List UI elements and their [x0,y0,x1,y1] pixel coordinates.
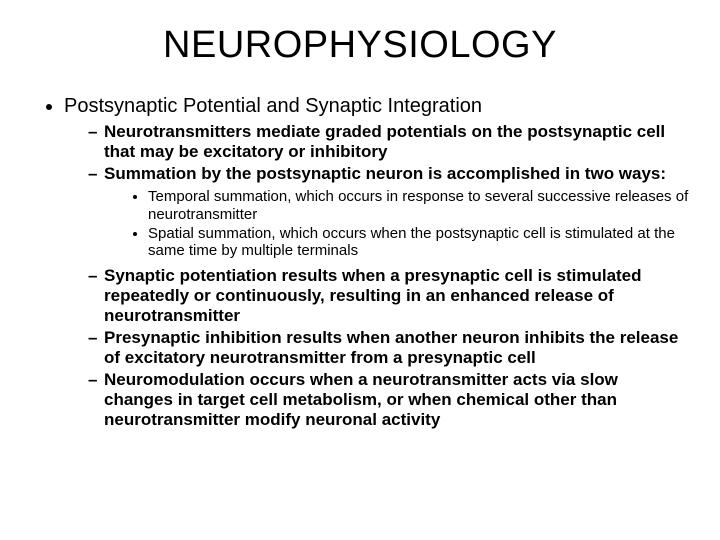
list-item-text: Spatial summation, which occurs when the… [148,225,675,260]
list-item: Neuromodulation occurs when a neurotrans… [88,370,690,430]
slide: NEUROPHYSIOLOGY Postsynaptic Potential a… [0,0,720,540]
list-item: Presynaptic inhibition results when anot… [88,328,690,368]
bullet-list-level1: Postsynaptic Potential and Synaptic Inte… [30,95,690,430]
bullet-list-level3: Temporal summation, which occurs in resp… [104,188,690,260]
list-item-text: Synaptic potentiation results when a pre… [104,266,642,325]
bullet-list-level2: Neurotransmitters mediate graded potenti… [64,122,690,430]
list-item-text: Neurotransmitters mediate graded potenti… [104,122,665,161]
list-item: Synaptic potentiation results when a pre… [88,266,690,326]
list-item: Temporal summation, which occurs in resp… [148,188,690,223]
list-item-text: Presynaptic inhibition results when anot… [104,328,678,367]
list-item-text: Postsynaptic Potential and Synaptic Inte… [64,95,482,117]
list-item: Neurotransmitters mediate graded potenti… [88,122,690,162]
list-item: Summation by the postsynaptic neuron is … [88,164,690,260]
list-item-text: Summation by the postsynaptic neuron is … [104,164,666,183]
list-item-text: Temporal summation, which occurs in resp… [148,188,688,223]
slide-title: NEUROPHYSIOLOGY [30,24,690,67]
list-item-text: Neuromodulation occurs when a neurotrans… [104,370,618,429]
list-item: Postsynaptic Potential and Synaptic Inte… [64,95,690,430]
list-item: Spatial summation, which occurs when the… [148,225,690,260]
